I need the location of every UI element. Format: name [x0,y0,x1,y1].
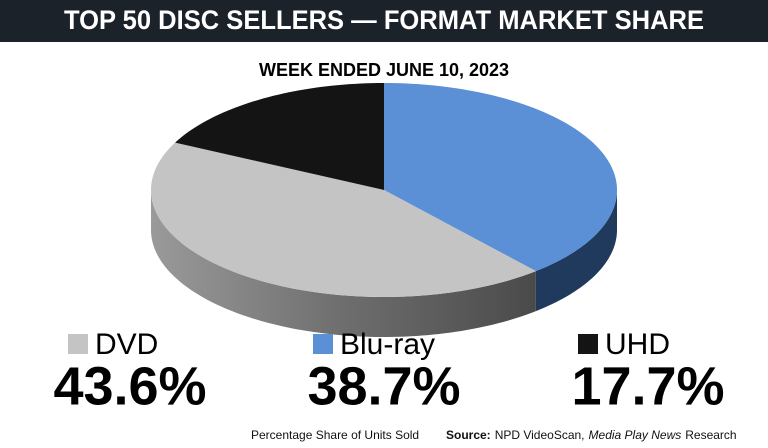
slice [151,142,536,297]
source-suffix: Research [685,428,737,442]
title-bar [0,0,768,42]
legend-label: Blu-ray [340,328,435,361]
source-label: Source: [446,428,491,442]
slice [175,83,384,190]
legend-label: UHD [605,328,670,361]
value-label: 17.7% [571,356,724,416]
legend-swatch [68,334,88,354]
slice-side [151,190,536,337]
legend-swatch [578,334,598,354]
legend-swatch [313,334,333,354]
slice-side [535,190,617,312]
pie [151,83,617,337]
source: Source: NPD VideoScan, Media Play News Rese… [446,428,741,442]
source-publication: Media Play News [588,428,682,442]
note: Percentage Share of Units Sold [251,428,420,442]
chart-title: TOP 50 DISC SELLERS — FORMAT MARKET SHAR… [64,5,704,35]
value-label: 43.6% [53,356,206,416]
legend-label: DVD [95,328,158,361]
source-text: NPD VideoScan, [494,428,585,442]
value-label: 38.7% [307,356,460,416]
slice [384,83,617,272]
chart-subtitle: WEEK ENDED JUNE 10, 2023 [259,60,509,80]
